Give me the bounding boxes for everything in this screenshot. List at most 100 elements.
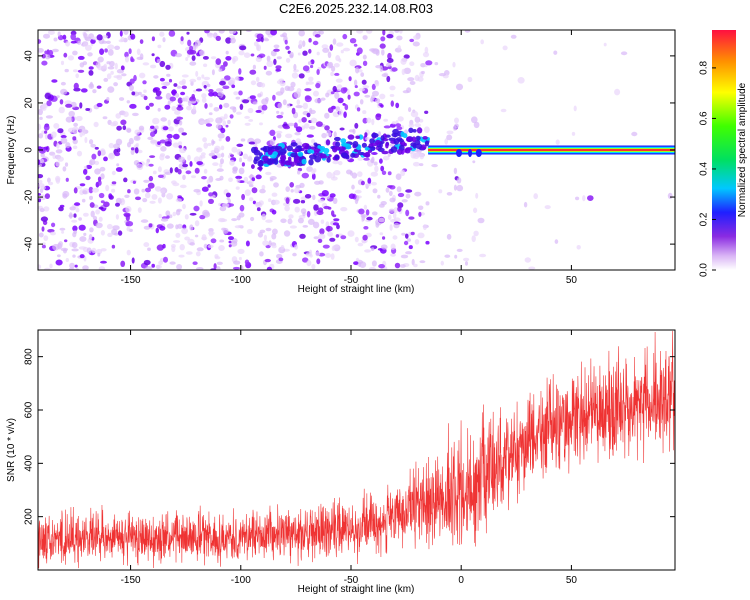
spectrogram-cell xyxy=(396,186,402,193)
spectrogram-cell xyxy=(214,254,219,259)
spectrogram-cell xyxy=(155,227,159,234)
spectrogram-cell xyxy=(571,131,576,136)
spectrogram-cell xyxy=(371,118,375,126)
spectrogram-cell xyxy=(123,30,129,35)
x-tick-label: -100 xyxy=(231,575,251,586)
spectrogram-cell xyxy=(386,75,391,83)
spectrogram-cell xyxy=(304,95,312,103)
spectrogram-cell xyxy=(171,105,177,112)
spectrogram-cell xyxy=(186,49,194,55)
spectrogram-cell xyxy=(62,193,68,199)
spectrogram-cell xyxy=(336,42,344,47)
spectrogram-drift-cell xyxy=(358,134,364,140)
spectrogram-cell xyxy=(273,48,280,52)
spectrogram-cell xyxy=(129,103,137,109)
spectrogram-cell xyxy=(185,251,193,255)
spectrogram-cell xyxy=(335,55,341,62)
spectrogram-cell xyxy=(405,209,410,217)
spectrogram-cell xyxy=(337,97,344,104)
spectrogram-cell xyxy=(277,102,283,109)
spectrogram-cell xyxy=(126,249,131,256)
spectrogram-cell xyxy=(357,157,364,161)
spectrogram-cell xyxy=(161,85,167,89)
spectrogram-cell xyxy=(360,214,368,218)
spectrogram-drift-cell xyxy=(309,154,317,160)
spectrogram-cell xyxy=(555,139,560,145)
spectrogram-cell xyxy=(71,248,79,252)
spectrogram-cell xyxy=(349,38,357,44)
spectrogram-cell xyxy=(392,235,398,240)
spectrogram-cell xyxy=(265,219,273,223)
spectrogram-cell xyxy=(523,201,528,208)
spectrogram-cell xyxy=(335,234,340,238)
spectrogram-cell xyxy=(238,68,242,75)
spectrogram-cell xyxy=(151,36,155,42)
spectrogram-cell xyxy=(236,149,242,156)
spectrogram-cell xyxy=(377,194,381,199)
spectrogram-cell xyxy=(208,192,214,197)
spectrogram-cell xyxy=(157,166,162,173)
spectrogram-cell xyxy=(196,76,202,81)
spectrogram-cell xyxy=(395,123,402,128)
spectrogram-cell xyxy=(71,219,78,223)
spectrogram-cell xyxy=(201,74,205,79)
spectrogram-cell xyxy=(83,32,87,38)
spectrogram-cell xyxy=(256,44,260,51)
spectrogram-cell xyxy=(106,73,112,80)
spectrogram-cell xyxy=(389,94,395,97)
spectrogram-cell xyxy=(50,231,56,236)
spectrogram-cell xyxy=(373,161,378,166)
spectrogram-drift-cell xyxy=(371,132,379,138)
spectrogram-cell xyxy=(332,160,340,165)
spectrogram-cell xyxy=(446,130,454,135)
spectrogram-cell xyxy=(295,138,301,143)
spectrogram-cell xyxy=(315,82,321,89)
spectrogram-drift-cell xyxy=(364,146,370,151)
spectrogram-cell xyxy=(425,201,430,206)
spectrogram-cell xyxy=(85,108,91,111)
spectrogram-cell xyxy=(314,180,321,185)
spectrogram-cell xyxy=(382,30,386,36)
spectrogram-cell xyxy=(59,99,64,105)
spectrogram-cell xyxy=(136,163,144,170)
spectrogram-cell xyxy=(412,41,420,47)
spectrogram-cell xyxy=(75,115,83,122)
spectrogram-cell xyxy=(417,232,425,239)
spectrogram-cell xyxy=(342,33,348,40)
spectrogram-cell xyxy=(365,209,370,216)
spectrogram-cell xyxy=(57,128,64,134)
spectrogram-cell xyxy=(362,85,370,89)
spectrogram-cell xyxy=(220,127,226,134)
spectrogram-cell xyxy=(64,68,69,73)
spectrogram-cell xyxy=(201,93,207,99)
spectrogram-cell xyxy=(278,257,284,262)
spectrogram-cell xyxy=(356,30,363,34)
spectrogram-cell xyxy=(166,223,174,229)
spectrogram-cell xyxy=(123,111,129,118)
spectrogram-cell xyxy=(60,60,65,66)
spectrogram-cell xyxy=(219,175,224,181)
spectrogram-cell xyxy=(380,36,386,42)
spectrogram-cell xyxy=(104,48,108,53)
spectrogram-cell xyxy=(389,123,396,128)
spectrogram-cell xyxy=(88,70,94,76)
spectrogram-cell xyxy=(316,258,321,265)
spectrogram-cell xyxy=(340,87,347,94)
spectrogram-cell xyxy=(199,200,203,207)
spectrogram-cell xyxy=(261,104,268,111)
spectrogram-cell xyxy=(287,86,295,92)
spectrogram-cell xyxy=(70,33,76,41)
spectrogram-cell xyxy=(374,165,379,173)
spectrogram-cell xyxy=(227,119,231,125)
spectrogram-cell xyxy=(132,180,136,184)
spectrogram-cell xyxy=(479,253,487,258)
spectrogram-cell xyxy=(75,207,80,213)
spectrogram-cell xyxy=(375,98,381,103)
spectrogram-cell xyxy=(395,102,400,109)
spectrogram-cell xyxy=(228,240,232,244)
spectrogram-cell xyxy=(378,131,381,137)
spectrogram-cell xyxy=(409,38,415,43)
spectrogram-cell xyxy=(364,249,372,253)
spectrogram-cell xyxy=(321,190,329,197)
spectrogram-cell xyxy=(414,74,420,82)
